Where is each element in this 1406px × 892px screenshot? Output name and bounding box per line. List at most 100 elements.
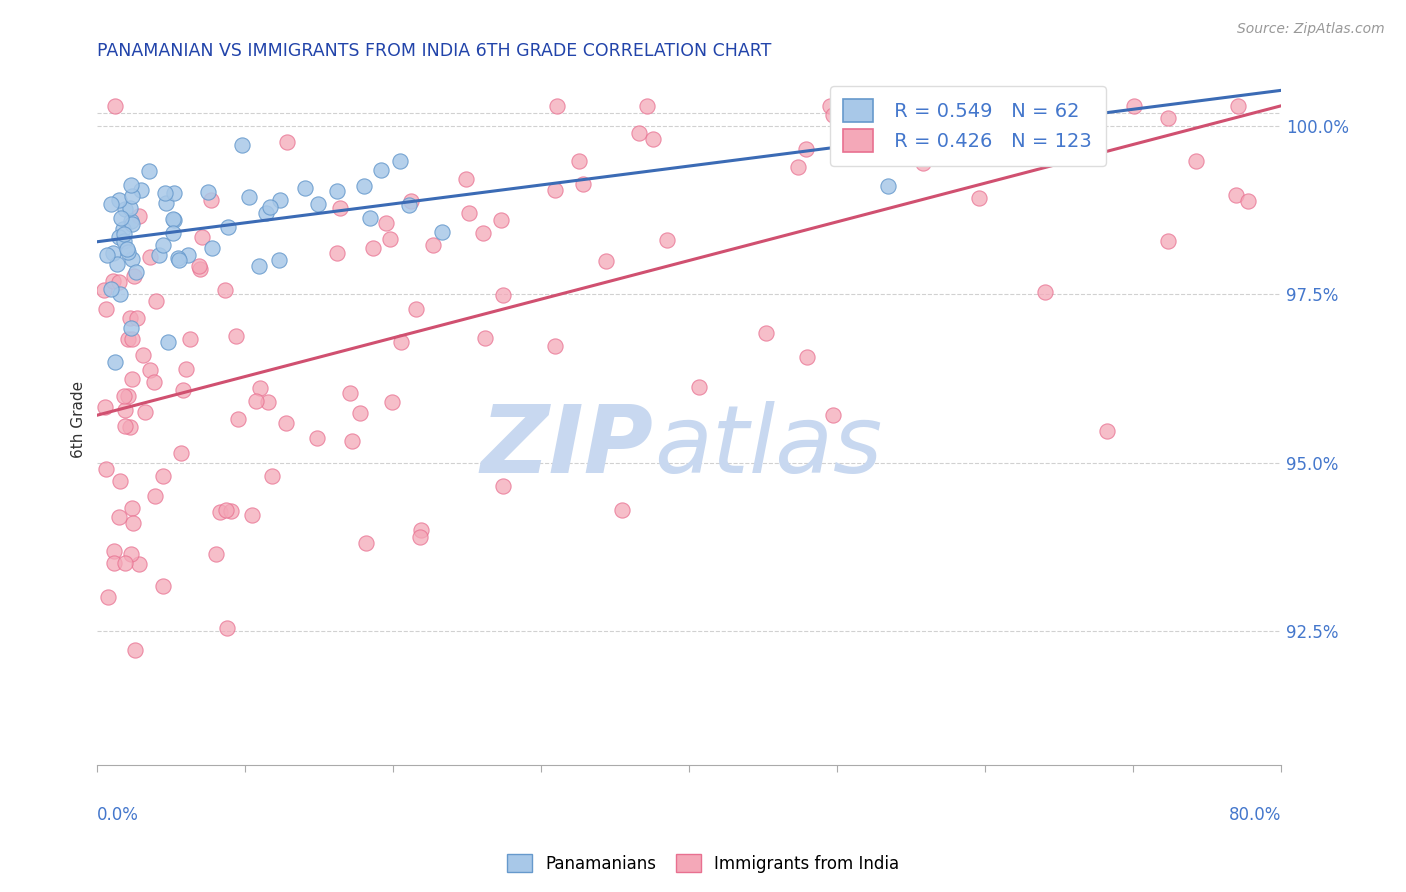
- Point: [821, 108, 844, 122]
- Point: [546, 99, 568, 113]
- Point: [276, 135, 298, 149]
- Point: [215, 503, 238, 517]
- Point: [120, 321, 142, 335]
- Point: [307, 197, 329, 211]
- Point: [162, 212, 184, 227]
- Point: [359, 211, 381, 226]
- Point: [905, 99, 928, 113]
- Point: [489, 212, 512, 227]
- Point: [117, 389, 139, 403]
- Point: [103, 556, 125, 570]
- Point: [162, 226, 184, 240]
- Point: [456, 172, 478, 186]
- Point: [120, 214, 142, 228]
- Point: [94, 462, 117, 476]
- Point: [107, 256, 129, 270]
- Point: [197, 185, 219, 199]
- Point: [187, 259, 209, 273]
- Point: [491, 288, 513, 302]
- Point: [231, 138, 253, 153]
- Point: [339, 385, 361, 400]
- Point: [112, 234, 135, 248]
- Point: [114, 419, 136, 434]
- Point: [97, 591, 120, 605]
- Point: [138, 164, 160, 178]
- Point: [458, 206, 481, 220]
- Text: 0.0%: 0.0%: [97, 805, 139, 824]
- Point: [121, 178, 143, 192]
- Point: [225, 329, 247, 343]
- Point: [108, 193, 131, 207]
- Point: [121, 332, 143, 346]
- Point: [409, 530, 432, 544]
- Point: [389, 335, 412, 350]
- Point: [139, 250, 162, 264]
- Point: [100, 197, 122, 211]
- Point: [121, 252, 143, 266]
- Point: [139, 363, 162, 377]
- Point: [967, 191, 990, 205]
- Point: [1010, 99, 1032, 113]
- Point: [655, 233, 678, 247]
- Point: [215, 620, 238, 634]
- Point: [934, 109, 956, 123]
- Point: [155, 196, 177, 211]
- Point: [127, 310, 149, 325]
- Point: [388, 154, 411, 169]
- Text: atlas: atlas: [654, 401, 882, 492]
- Point: [398, 198, 420, 212]
- Point: [568, 154, 591, 169]
- Point: [117, 242, 139, 256]
- Point: [257, 395, 280, 409]
- Point: [108, 509, 131, 524]
- Point: [877, 178, 900, 193]
- Point: [153, 186, 176, 201]
- Point: [405, 302, 427, 317]
- Point: [100, 282, 122, 296]
- Point: [399, 194, 422, 209]
- Point: [177, 248, 200, 262]
- Legend:  R = 0.549   N = 62,  R = 0.426   N = 123: R = 0.549 N = 62, R = 0.426 N = 123: [830, 86, 1105, 166]
- Point: [103, 543, 125, 558]
- Point: [170, 445, 193, 459]
- Point: [274, 417, 297, 431]
- Point: [143, 376, 166, 390]
- Point: [101, 245, 124, 260]
- Point: [411, 523, 433, 537]
- Point: [254, 205, 277, 219]
- Point: [128, 557, 150, 571]
- Point: [572, 177, 595, 191]
- Point: [117, 332, 139, 346]
- Point: [294, 180, 316, 194]
- Point: [936, 149, 959, 163]
- Point: [125, 265, 148, 279]
- Point: [118, 420, 141, 434]
- Point: [796, 142, 818, 156]
- Point: [641, 132, 664, 146]
- Point: [217, 220, 239, 235]
- Point: [995, 131, 1018, 145]
- Point: [143, 489, 166, 503]
- Point: [208, 505, 231, 519]
- Point: [1184, 154, 1206, 169]
- Point: [787, 160, 810, 174]
- Point: [821, 409, 844, 423]
- Text: 80.0%: 80.0%: [1229, 805, 1281, 824]
- Point: [110, 211, 132, 226]
- Point: [152, 469, 174, 483]
- Point: [242, 508, 264, 522]
- Point: [853, 99, 876, 113]
- Point: [245, 394, 267, 409]
- Point: [108, 275, 131, 289]
- Point: [93, 283, 115, 297]
- Point: [249, 381, 271, 395]
- Point: [375, 216, 398, 230]
- Point: [162, 186, 184, 200]
- Point: [544, 339, 567, 353]
- Point: [544, 183, 567, 197]
- Point: [134, 405, 156, 419]
- Point: [205, 547, 228, 561]
- Point: [1226, 99, 1249, 113]
- Point: [157, 334, 180, 349]
- Point: [114, 557, 136, 571]
